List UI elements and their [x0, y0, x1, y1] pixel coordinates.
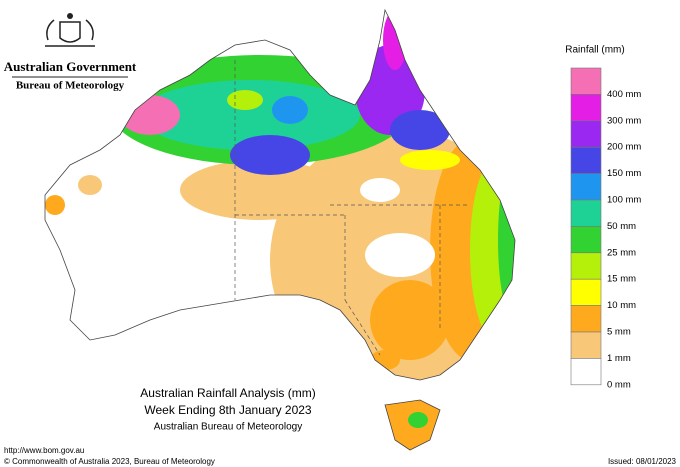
government-name: Australian Government	[4, 59, 137, 74]
state-borders	[234, 60, 470, 356]
legend-swatch	[570, 252, 602, 280]
legend-swatch	[570, 67, 602, 95]
legend-swatch	[570, 120, 602, 148]
legend-label: 50 mm	[607, 221, 636, 232]
legend-label: 200 mm	[607, 142, 641, 153]
legend-swatch	[570, 305, 602, 333]
legend-label: 15 mm	[607, 274, 636, 285]
caption-line: Australian Rainfall Analysis (mm)	[140, 386, 315, 400]
legend-label: 150 mm	[607, 168, 641, 179]
legend-swatch	[570, 278, 602, 306]
tasmania-rain	[408, 412, 428, 428]
legend-swatch	[570, 94, 602, 122]
legend-label: 10 mm	[607, 300, 636, 311]
legend-swatch	[570, 358, 602, 386]
caption-line: Australian Bureau of Meteorology	[154, 422, 302, 433]
legend: 400 mm 300 mm 200 mm 150 mm 100 mm 50 mm 25 mm…	[570, 67, 641, 390]
legend-label: 1 mm	[607, 353, 631, 364]
legend-label: 400 mm	[607, 89, 641, 100]
caption-line: Week Ending 8th January 2023	[144, 403, 312, 417]
legend-swatch	[570, 226, 602, 254]
crest	[45, 13, 95, 47]
legend-swatch	[570, 146, 602, 174]
legend-swatch	[570, 173, 602, 201]
legend-label: 300 mm	[607, 115, 641, 126]
legend-label: 5 mm	[607, 327, 631, 338]
agency-name: Bureau of Meteorology	[16, 80, 125, 92]
legend-swatch	[570, 199, 602, 227]
legend-label: 25 mm	[607, 247, 636, 258]
issued: Issued: 08/01/2023	[608, 457, 677, 466]
legend-swatch	[570, 331, 602, 359]
legend-title: Rainfall (mm)	[565, 45, 624, 56]
legend-label: 0 mm	[607, 379, 631, 390]
copyright: © Commonwealth of Australia 2023, Bureau…	[4, 457, 215, 466]
url: http://www.bom.gov.au	[4, 446, 84, 455]
legend-label: 100 mm	[607, 195, 641, 206]
